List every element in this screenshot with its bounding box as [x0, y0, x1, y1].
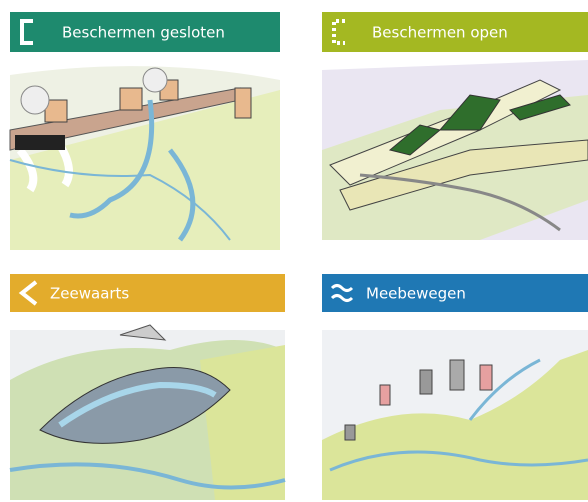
illustration — [10, 66, 280, 250]
illustration — [322, 60, 588, 240]
panel: Meebewegen — [322, 274, 588, 500]
panel-title: Beschermen open — [372, 24, 508, 42]
panel: Zeewaarts — [10, 274, 285, 500]
scenario-grid: Beschermen gesloten Beschermen open — [0, 0, 588, 502]
panel: Beschermen open — [322, 12, 588, 240]
panel-title: Zeewaarts — [50, 285, 129, 303]
panel-title: Beschermen gesloten — [62, 24, 225, 42]
illustration — [322, 330, 588, 500]
illustration — [10, 325, 285, 500]
panel: Beschermen gesloten — [10, 12, 280, 250]
panel-title: Meebewegen — [366, 285, 466, 303]
